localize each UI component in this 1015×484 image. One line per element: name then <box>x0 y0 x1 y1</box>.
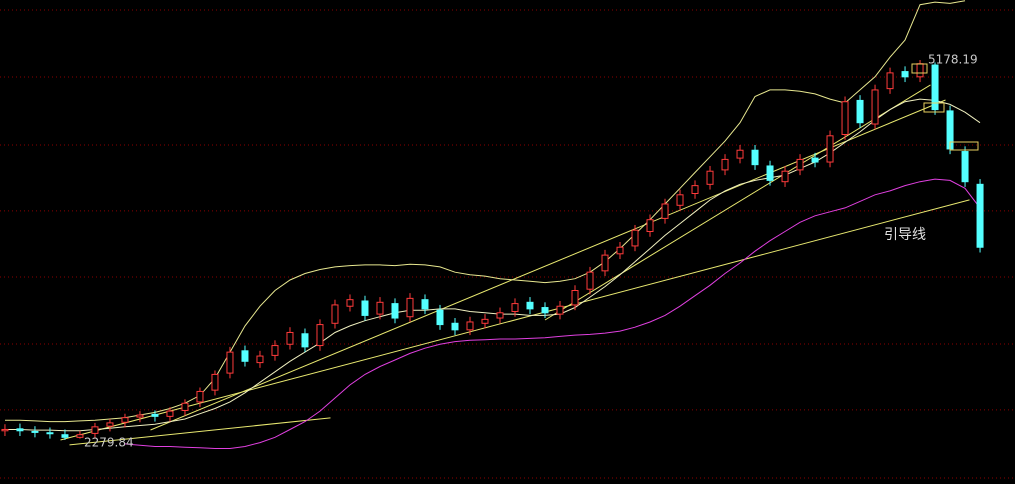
candle-body <box>316 324 324 347</box>
guide-line <box>544 84 931 321</box>
candle-body <box>616 246 624 255</box>
candle-body <box>391 303 399 319</box>
candle-body <box>181 402 189 411</box>
marker-box <box>923 102 945 113</box>
guide-line-label: 引导线 <box>884 227 926 243</box>
candle-body <box>586 271 594 290</box>
candle-body <box>601 254 609 272</box>
candle-body <box>571 290 579 306</box>
candle-body <box>736 149 744 159</box>
candle-body <box>871 89 879 125</box>
candle-body <box>631 229 639 247</box>
candle-body <box>76 434 84 438</box>
candle-body <box>496 312 504 319</box>
guide-line <box>150 99 946 431</box>
indicator-line <box>124 178 981 449</box>
candle-body <box>511 303 519 312</box>
candle-body <box>1 428 9 432</box>
candle-body <box>91 426 99 434</box>
candle-body <box>661 203 669 219</box>
candle-body <box>436 309 444 326</box>
high-label: 5178.19 <box>928 53 978 67</box>
candle-body <box>46 432 54 435</box>
candle-body <box>466 321 474 331</box>
candle-body <box>751 149 759 166</box>
candle-body <box>16 428 24 432</box>
candle-body <box>526 301 534 310</box>
candle-body <box>931 64 939 111</box>
candle-body <box>421 299 429 310</box>
indicator-line <box>5 0 966 423</box>
candle-body <box>541 307 549 314</box>
candle-body <box>481 318 489 324</box>
candle-body <box>151 413 159 417</box>
candle-body <box>346 299 354 307</box>
candle-body <box>556 305 564 315</box>
candle-body <box>226 351 234 374</box>
candle-body <box>301 333 309 348</box>
candle-body <box>361 300 369 316</box>
candle-body <box>646 219 654 233</box>
candle-body <box>706 170 714 185</box>
candle-body <box>676 194 684 206</box>
candle-body <box>286 331 294 345</box>
candle-body <box>811 157 819 163</box>
candle-body <box>961 151 969 183</box>
candle-body <box>796 158 804 171</box>
candle-body <box>121 417 129 423</box>
candle-body <box>451 322 459 331</box>
candle-body <box>196 390 204 403</box>
candle-body <box>721 158 729 171</box>
candle-body <box>766 165 774 181</box>
candle-body <box>406 297 414 318</box>
guide-line <box>69 417 331 446</box>
candle-body <box>136 414 144 418</box>
candle-body <box>901 71 909 78</box>
candle-body <box>916 63 924 78</box>
candle-body <box>31 430 39 433</box>
candle-body <box>886 72 894 90</box>
candle-body <box>166 410 174 417</box>
candle-body <box>61 434 69 438</box>
low-label: 2279.84 <box>84 436 134 450</box>
candle-body <box>826 135 834 163</box>
candle-body <box>256 355 264 364</box>
candle-body <box>691 185 699 194</box>
candle-body <box>976 183 984 248</box>
marker-box <box>949 141 979 151</box>
candle-body <box>376 301 384 315</box>
candle-body <box>241 350 249 362</box>
candle-body <box>211 373 219 391</box>
candle-body <box>331 304 339 324</box>
marker-box <box>911 63 928 74</box>
candle-body <box>856 99 864 124</box>
candle-body <box>106 422 114 427</box>
candle-body <box>271 345 279 356</box>
candle-body <box>781 170 789 183</box>
candle-body <box>841 101 849 136</box>
guide-line <box>60 199 970 441</box>
